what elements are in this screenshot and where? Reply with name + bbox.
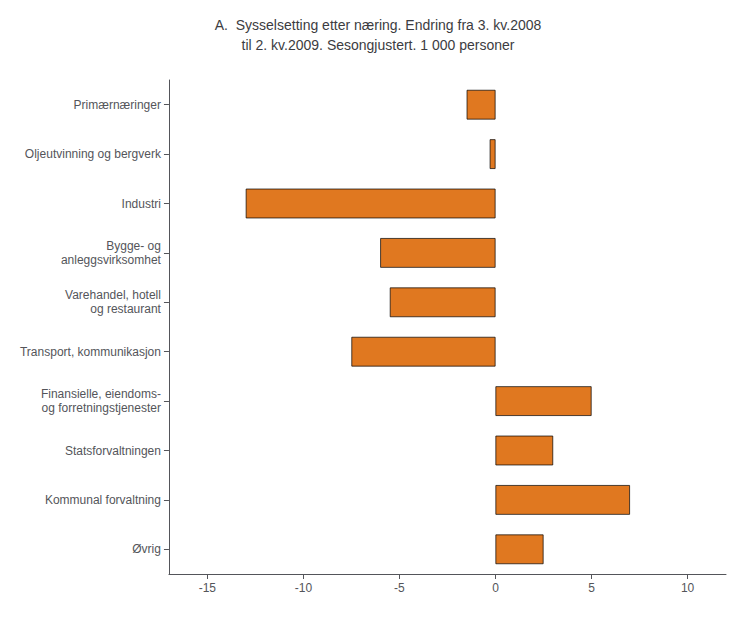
svg-text:og forretningstjenester: og forretningstjenester <box>42 401 161 415</box>
svg-text:Øvrig: Øvrig <box>132 542 161 556</box>
svg-text:Oljeutvinning og bergverk: Oljeutvinning og bergverk <box>25 147 162 161</box>
svg-text:-15: -15 <box>199 581 217 595</box>
svg-text:til 2. kv.2009. Sesongjustert.: til 2. kv.2009. Sesongjustert. 1 000 per… <box>242 37 515 53</box>
svg-text:10: 10 <box>681 581 695 595</box>
svg-text:-10: -10 <box>295 581 313 595</box>
svg-text:Varehandel, hotell: Varehandel, hotell <box>65 288 161 302</box>
svg-text:A. Sysselsetting etter næring: A. Sysselsetting etter næring. Endring f… <box>215 17 542 33</box>
svg-text:5: 5 <box>588 581 595 595</box>
svg-text:Kommunal forvaltning: Kommunal forvaltning <box>45 493 161 507</box>
svg-text:-5: -5 <box>394 581 405 595</box>
svg-text:Bygge- og: Bygge- og <box>106 239 161 253</box>
svg-text:Primærnæringer: Primærnæringer <box>74 98 161 112</box>
svg-text:Finansielle, eiendoms-: Finansielle, eiendoms- <box>41 387 161 401</box>
svg-text:Transport, kommunikasjon: Transport, kommunikasjon <box>20 345 161 359</box>
svg-text:0: 0 <box>492 581 499 595</box>
svg-text:anleggsvirksomhet: anleggsvirksomhet <box>61 253 162 267</box>
svg-text:Industri: Industri <box>122 197 161 211</box>
svg-text:og restaurant: og restaurant <box>90 302 161 316</box>
svg-text:Statsforvaltningen: Statsforvaltningen <box>65 444 161 458</box>
